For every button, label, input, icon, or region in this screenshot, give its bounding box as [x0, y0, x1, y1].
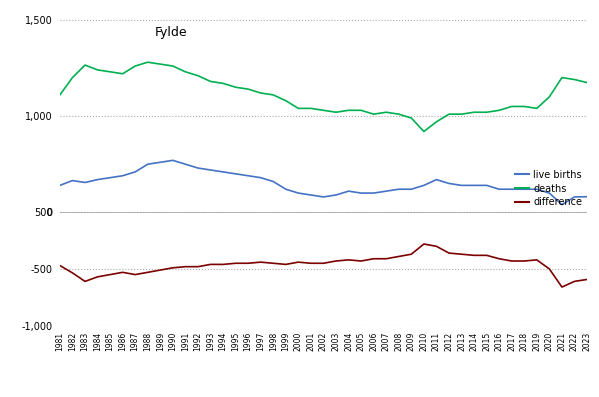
Text: Fylde: Fylde — [155, 26, 187, 39]
Legend: live births, deaths, difference: live births, deaths, difference — [515, 170, 582, 208]
